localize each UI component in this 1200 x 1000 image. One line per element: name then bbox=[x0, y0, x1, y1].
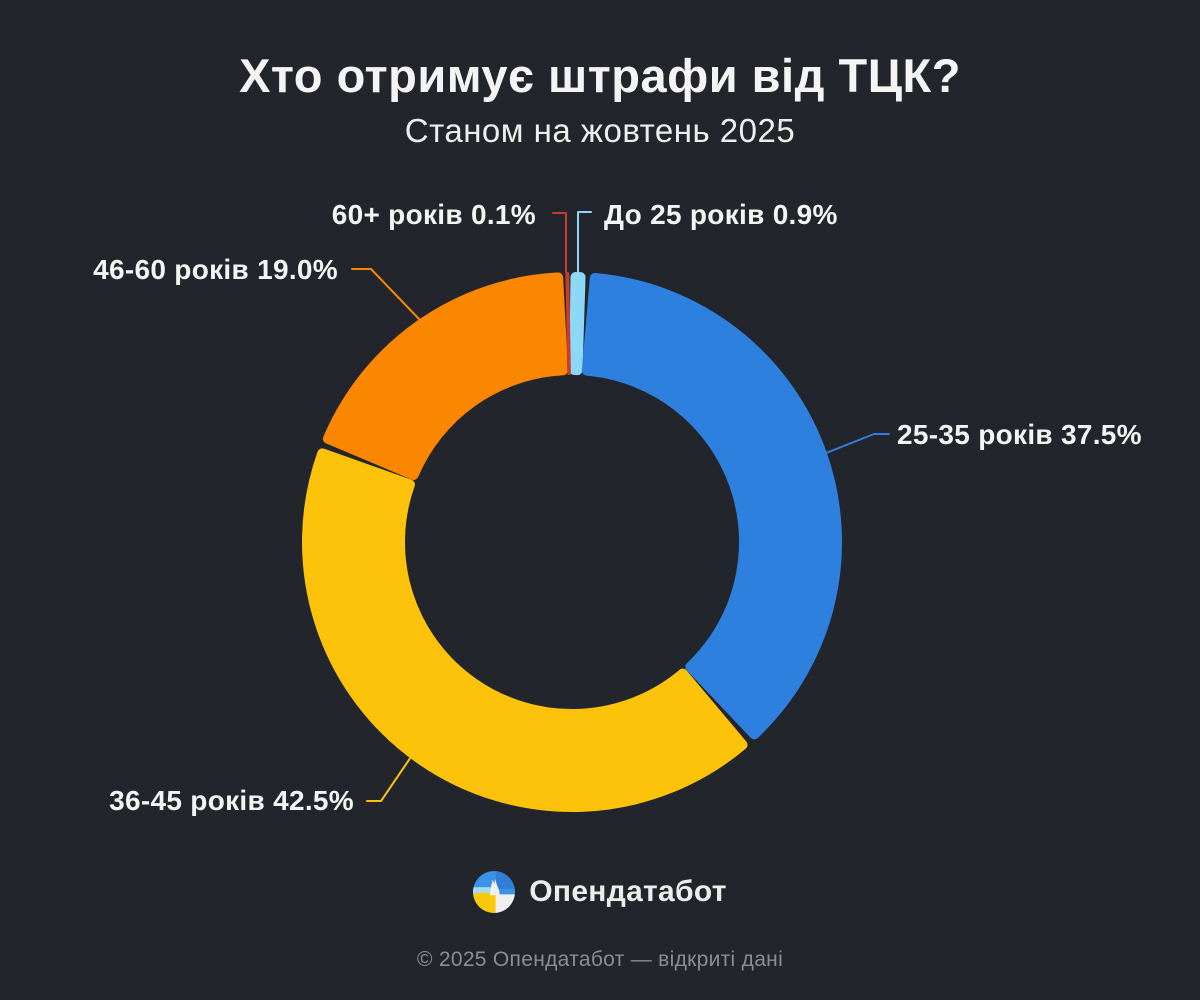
opendatabot-logo-icon bbox=[473, 871, 516, 913]
chart-subtitle: Станом на жовтень 2025 bbox=[404, 112, 796, 149]
slice-label-25-35-років: 25-35 років 37.5% bbox=[897, 419, 1142, 450]
brand-name: Опендатабот bbox=[529, 875, 727, 908]
donut-slice-60-років bbox=[565, 272, 571, 376]
donut-slice-46-60-років bbox=[322, 272, 568, 480]
copyright-footer: © 2025 Опендатабот — відкриті дані bbox=[416, 948, 784, 971]
leader-line-25-35-років bbox=[820, 433, 890, 456]
slice-label-60-років: 60+ років 0.1% bbox=[331, 199, 536, 230]
brand-row: Опендатабот bbox=[0, 868, 1200, 916]
leader-line-46-60-років bbox=[351, 268, 420, 320]
donut-slice-25-35-років bbox=[581, 272, 842, 740]
slice-label-36-45-років: 36-45 років 42.5% bbox=[109, 785, 354, 816]
leader-line-36-45-років bbox=[366, 753, 414, 802]
slice-label-46-60-років: 46-60 років 19.0% bbox=[93, 254, 338, 285]
leader-line-60-років bbox=[552, 212, 567, 273]
donut-slice-до-25-років bbox=[569, 272, 586, 376]
leader-line-до-25-років bbox=[577, 211, 592, 273]
donut-slice-36-45-років bbox=[302, 448, 748, 812]
chart-title: Хто отримує штрафи від ТЦК? bbox=[239, 49, 961, 102]
slice-label-до-25-років: До 25 років 0.9% bbox=[604, 199, 838, 230]
